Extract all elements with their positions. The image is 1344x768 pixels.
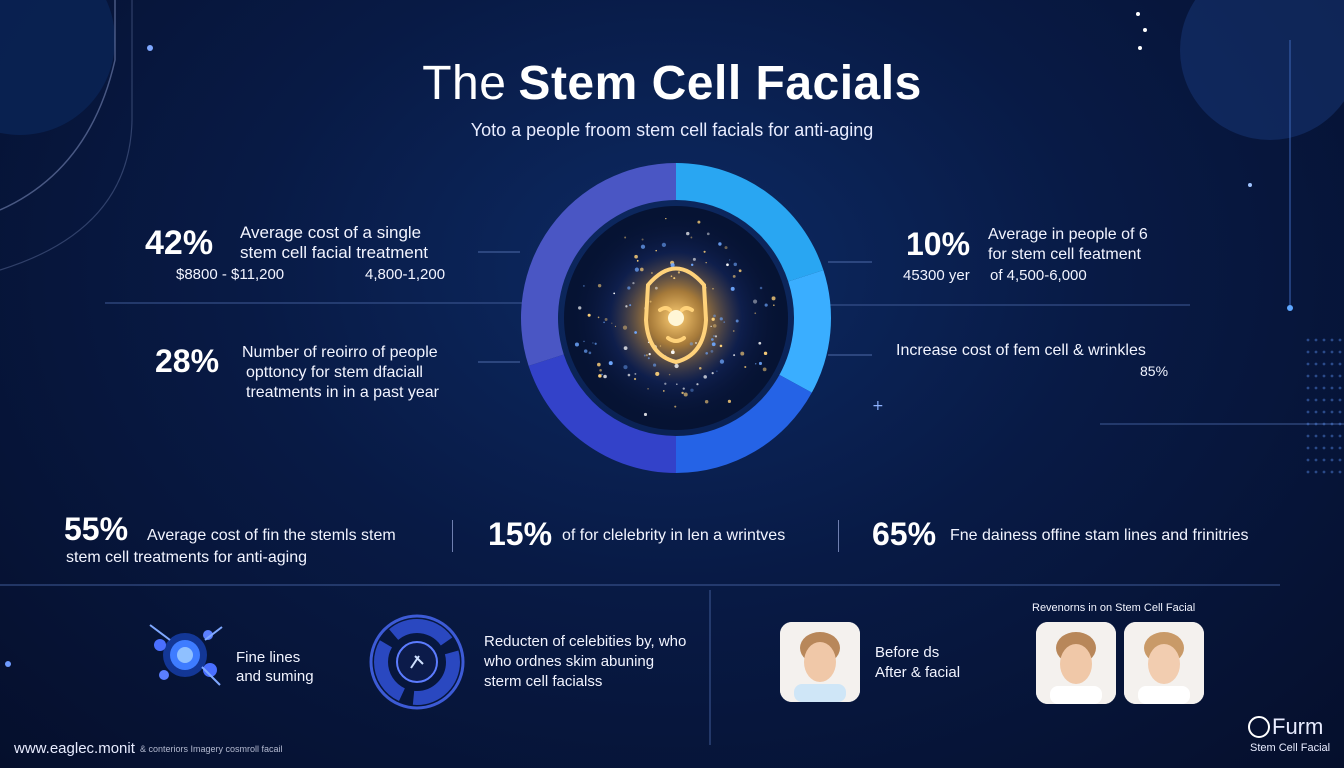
donut-segment-4 [528, 354, 676, 473]
stat-15-text: of for clelebrity in len a wrintves [562, 527, 786, 544]
stat-15-percent: 15% [488, 516, 553, 552]
stat-10-line2: for stem cell featment [988, 246, 1141, 263]
donut-segment-3 [676, 374, 812, 473]
stat-28-percent: 28% [155, 343, 220, 379]
face-icon [643, 266, 709, 365]
before-after-text: Before ds After & facial [875, 644, 961, 681]
svg-text:+: + [872, 398, 884, 414]
cell-icon [149, 624, 223, 686]
stat-28-line1: Number of reoirro of people [242, 344, 438, 361]
title-light: The [422, 57, 507, 110]
donut-segment-1 [676, 163, 824, 282]
stat-55-percent: 55% [64, 511, 129, 547]
donut-chart [521, 163, 831, 473]
footer-note: & conteriors Imagery cosmroll facail [140, 744, 283, 754]
donut-segment-5 [521, 163, 676, 366]
brand-logo-icon [1248, 716, 1270, 738]
divider [838, 520, 839, 552]
stat-28-line2: opttoncy for stem dfaciall [246, 364, 423, 381]
stat-65-percent: 65% [872, 516, 937, 552]
ring-chart-icon [369, 614, 465, 710]
stat-10-percent: 10% [906, 226, 971, 262]
stat-42-line2: stem cell facial treatment [240, 243, 429, 262]
stat-28-line3: treatments in in a past year [246, 384, 439, 401]
stat-10-value-a: 45300 yer [903, 267, 970, 284]
stat-10-line1: Average in people of 6 [988, 226, 1148, 243]
fine-lines-label: Fine lines and suming [236, 649, 314, 685]
title-bold: Stem Cell Facials [518, 57, 922, 110]
review-photo-2 [1124, 622, 1204, 704]
stat-55-line2: stem cell treatments for anti-aging [66, 549, 307, 566]
page-subtitle: Yoto a people froom stem cell facials fo… [470, 120, 874, 140]
reviews-title: Revenorns in on Stem Cell Facial [1032, 602, 1196, 614]
stat-65-text: Fne dainess offine stam lines and frinit… [950, 527, 1249, 544]
stat-55-line1: Average cost of fin the stemls stem [147, 527, 396, 544]
reduction-text: Reducten of celebities by, who who ordne… [484, 633, 687, 690]
stat-increase-text: Increase cost of fem cell & wrinkles [896, 342, 1146, 359]
donut-segment-2 [779, 270, 831, 393]
stat-increase-value: 85% [1140, 363, 1169, 379]
stat-42-line1: Average cost of a single [240, 223, 422, 242]
stat-10-value-b: of 4,500-6,000 [990, 267, 1087, 284]
stat-42-value-b: 4,800-1,200 [365, 266, 446, 283]
page-title: The Stem Cell Facials [0, 56, 1344, 111]
before-photo [780, 622, 860, 702]
divider [452, 520, 453, 552]
stat-42-percent: 42% [145, 224, 214, 262]
footer-url[interactable]: www.eaglec.monit [14, 740, 135, 757]
brand-name: Furm [1272, 714, 1324, 739]
stat-42-value-a: $8800 - $11,200 [176, 266, 285, 283]
review-photo-1 [1036, 622, 1116, 704]
brand-subtitle: Stem Cell Facial [1250, 742, 1331, 754]
